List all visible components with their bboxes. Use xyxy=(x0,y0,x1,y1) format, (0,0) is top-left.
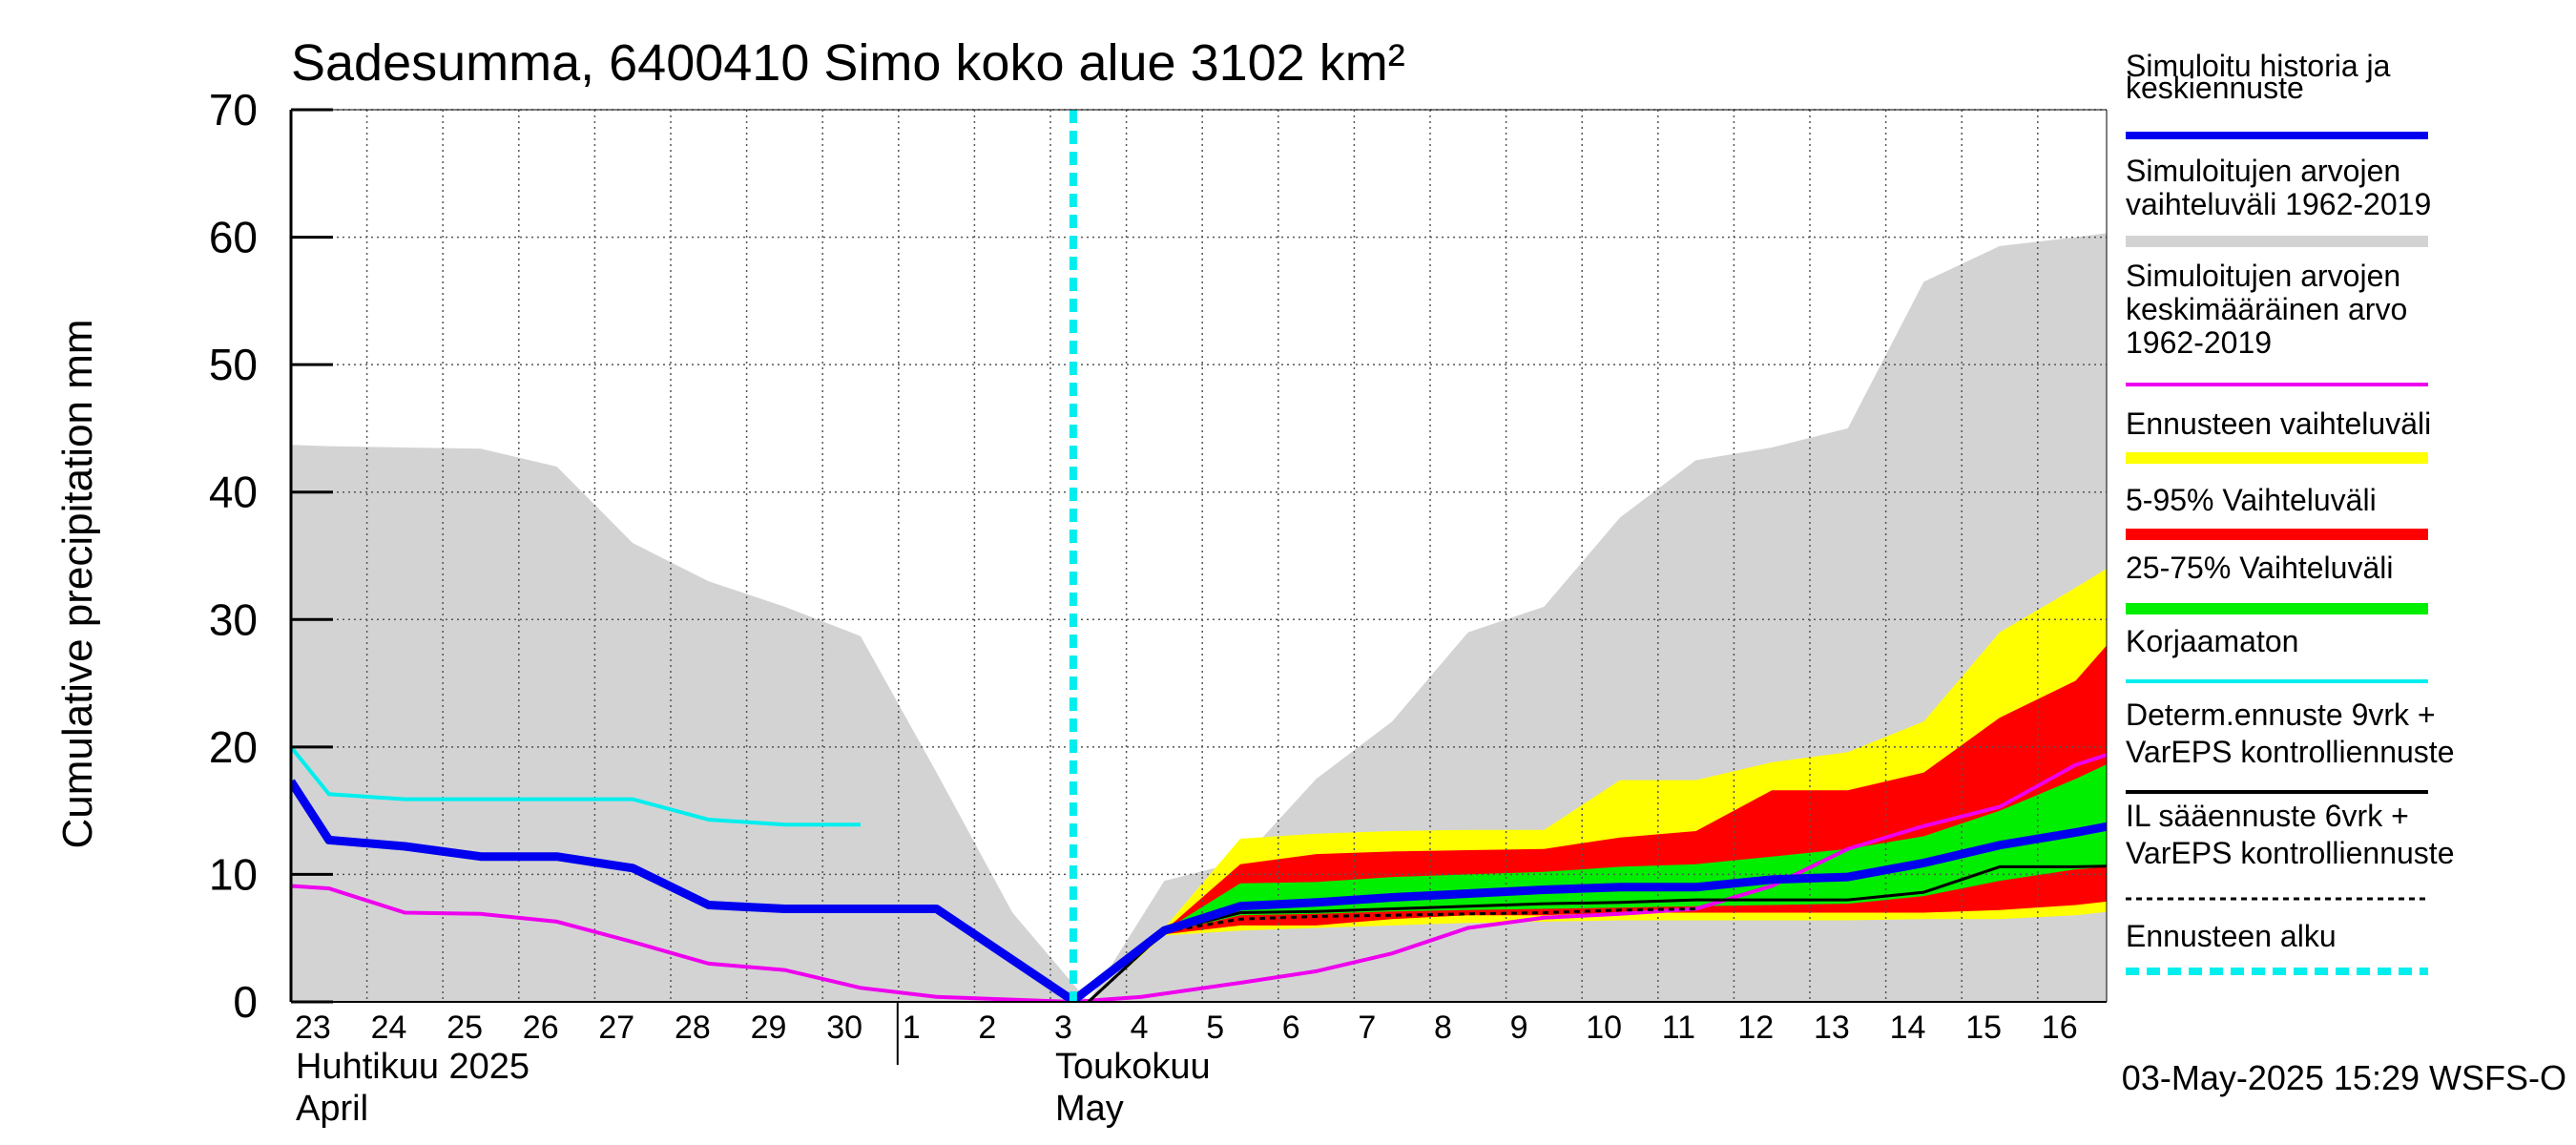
legend-label: Ennusteen alku xyxy=(2126,919,2337,953)
legend-label: 1962-2019 xyxy=(2126,325,2272,360)
legend-label: Simuloitujen arvojen xyxy=(2126,154,2400,188)
legend-label: IL sääennuste 6vrk + xyxy=(2126,799,2409,833)
footer-timestamp: 03-May-2025 15:29 WSFS-O xyxy=(2122,1058,2566,1097)
legend-label: Korjaamaton xyxy=(2126,624,2298,658)
plot-fills xyxy=(291,233,2107,1002)
legend-label: 5-95% Vaihteluväli xyxy=(2126,483,2377,517)
x-tick-label: 29 xyxy=(751,1010,787,1046)
y-tick-label: 0 xyxy=(233,977,258,1027)
y-tick-label: 20 xyxy=(209,722,258,772)
x-tick-label: 24 xyxy=(371,1010,407,1046)
y-tick-label: 70 xyxy=(209,85,258,135)
uncorrected-line xyxy=(291,745,861,827)
plot-lines xyxy=(291,110,2107,1002)
x-tick-label: 6 xyxy=(1282,1010,1300,1046)
month-label: Toukokuu xyxy=(1055,1047,1211,1087)
x-tick-label: 1 xyxy=(903,1010,921,1046)
y-tick-label: 30 xyxy=(209,594,258,644)
legend-label: keskiennuste xyxy=(2126,71,2304,105)
legend-label: Ennusteen vaihteluväli xyxy=(2126,406,2431,441)
y-tick-label: 60 xyxy=(209,213,258,262)
x-tick-label: 16 xyxy=(2042,1010,2078,1046)
x-tick-label: 3 xyxy=(1054,1010,1072,1046)
x-tick-label: 14 xyxy=(1890,1010,1926,1046)
legend-label: 25-75% Vaihteluväli xyxy=(2126,551,2393,585)
legend-label: VarEPS kontrolliennuste xyxy=(2126,735,2454,769)
x-tick-label: 25 xyxy=(447,1010,483,1046)
legend-label: keskimääräinen arvo xyxy=(2126,292,2407,326)
x-tick-label: 13 xyxy=(1814,1010,1850,1046)
y-tick-label: 40 xyxy=(209,468,258,517)
x-tick-label: 23 xyxy=(295,1010,331,1046)
x-tick-label: 10 xyxy=(1586,1010,1622,1046)
x-tick-label: 27 xyxy=(598,1010,634,1046)
determ-forecast-line xyxy=(1087,864,2107,1002)
month-label: Huhtikuu 2025 xyxy=(296,1047,530,1087)
chart-title: Sadesumma, 6400410 Simo koko alue 3102 k… xyxy=(291,34,1405,92)
x-tick-label: 12 xyxy=(1737,1010,1774,1046)
x-tick-label: 2 xyxy=(978,1010,996,1046)
legend-label: Determ.ennuste 9vrk + xyxy=(2126,697,2436,732)
legend-label: VarEPS kontrolliennuste xyxy=(2126,836,2454,870)
month-label-en: April xyxy=(296,1089,368,1129)
history-line xyxy=(291,779,2107,1002)
month-label-en: May xyxy=(1055,1089,1124,1129)
x-tick-label: 28 xyxy=(675,1010,711,1046)
legend-label: vaihteluväli 1962-2019 xyxy=(2126,187,2431,221)
y-tick-label: 50 xyxy=(209,340,258,389)
legend-label: Simuloitujen arvojen xyxy=(2126,259,2400,293)
x-tick-label: 30 xyxy=(826,1010,862,1046)
hist-mean-line xyxy=(291,753,2107,1002)
p25-75-band xyxy=(1088,764,2107,1002)
x-tick-label: 15 xyxy=(1965,1010,2002,1046)
x-tick-label: 9 xyxy=(1510,1010,1528,1046)
legend-label: Simuloitu historia ja xyxy=(2126,49,2391,83)
il-forecast-line xyxy=(1087,907,1696,1002)
x-tick-label: 5 xyxy=(1206,1010,1224,1046)
x-tick-label: 26 xyxy=(523,1010,559,1046)
x-tick-label: 4 xyxy=(1131,1010,1149,1046)
y-axis-label: Cumulative precipitation mm xyxy=(54,319,101,848)
x-tick-label: 11 xyxy=(1662,1010,1695,1046)
x-tick-label: 8 xyxy=(1434,1010,1452,1046)
y-tick-label: 10 xyxy=(209,849,258,899)
x-tick-label: 7 xyxy=(1358,1010,1376,1046)
